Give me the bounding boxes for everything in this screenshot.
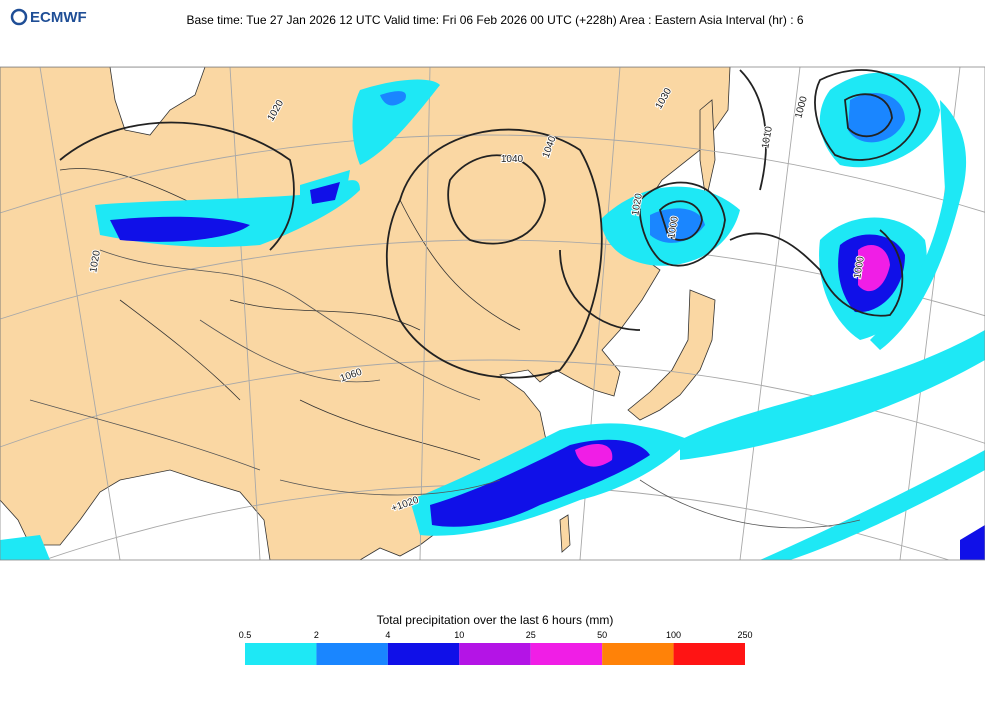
isobar-label: 1010 bbox=[760, 125, 775, 149]
isobar-label: 1020 bbox=[630, 192, 645, 216]
isobar-label: 1020 bbox=[88, 249, 103, 273]
colorbar-box bbox=[673, 643, 745, 665]
logo-icon bbox=[10, 8, 28, 26]
logo: ECMWF bbox=[10, 8, 87, 26]
precipitation bbox=[0, 72, 985, 560]
colorbar-title: Total precipitation over the last 6 hour… bbox=[377, 613, 614, 627]
colorbar: Total precipitation over the last 6 hour… bbox=[239, 613, 753, 665]
colorbar-box bbox=[245, 643, 317, 665]
colorbar-tick-label: 4 bbox=[385, 630, 390, 640]
colorbar-box bbox=[530, 643, 603, 665]
colorbar-tick-label: 0.5 bbox=[239, 630, 252, 640]
colorbar-box bbox=[459, 643, 531, 665]
taiwan bbox=[559, 514, 571, 553]
colorbar-tick-label: 10 bbox=[454, 630, 464, 640]
map-frame bbox=[0, 66, 985, 561]
japan bbox=[627, 289, 716, 421]
borders bbox=[59, 168, 521, 461]
colorbar-tick-label: 100 bbox=[666, 630, 681, 640]
colorbar-tick-label: 250 bbox=[737, 630, 752, 640]
colorbar-tick-label: 25 bbox=[526, 630, 536, 640]
header-title: Base time: Tue 27 Jan 2026 12 UTC Valid … bbox=[186, 13, 803, 27]
colorbar-tick-label: 2 bbox=[314, 630, 319, 640]
colorbar-tick-label: 50 bbox=[597, 630, 607, 640]
isobar-label: 1040 bbox=[501, 154, 524, 165]
colorbar-box bbox=[316, 643, 388, 665]
isobar-label: 1000 bbox=[852, 255, 867, 279]
isobars bbox=[29, 69, 921, 529]
isobar-label: 1000 bbox=[666, 215, 681, 239]
colorbar-box bbox=[387, 643, 460, 665]
logo-text: ECMWF bbox=[30, 9, 87, 26]
colorbar-box bbox=[602, 643, 674, 665]
map: 1040104010301020102010201010100010001000… bbox=[0, 66, 985, 561]
